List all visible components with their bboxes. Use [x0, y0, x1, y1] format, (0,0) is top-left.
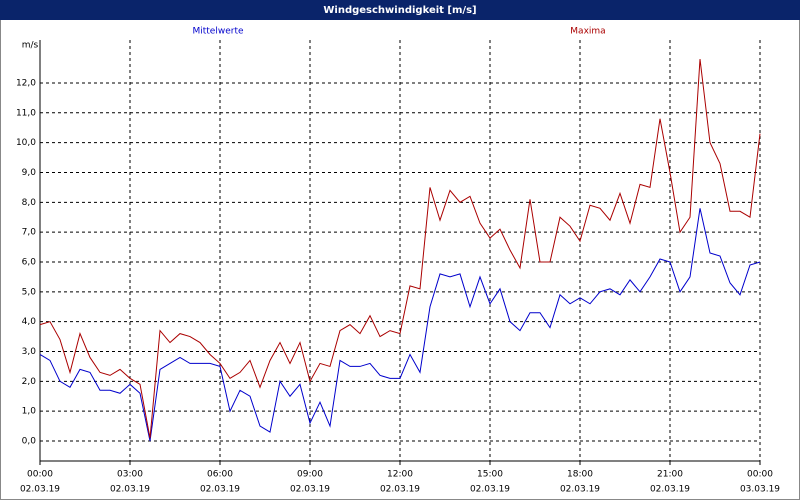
x-tick-date: 03.03.19 [740, 485, 780, 495]
x-tick-date: 02.03.19 [380, 485, 420, 495]
y-tick-label: 7,0 [22, 228, 37, 238]
y-tick-label: 0,0 [22, 437, 37, 447]
y-unit: m/s [22, 41, 39, 51]
y-tick-label: 2,0 [22, 377, 37, 387]
y-tick-label: 9,0 [22, 168, 37, 178]
chart-title: Windgeschwindigkeit [m/s] [323, 5, 476, 16]
y-tick-label: 8,0 [22, 198, 37, 208]
y-tick-label: 12,0 [16, 78, 36, 88]
y-tick-label: 4,0 [22, 317, 37, 327]
x-tick-date: 02.03.19 [560, 485, 600, 495]
x-tick-date: 02.03.19 [650, 485, 690, 495]
x-tick-label: 03:00 [117, 470, 143, 480]
title-bar [0, 0, 800, 20]
legend-entry: Maxima [570, 27, 605, 37]
x-tick-label: 18:00 [567, 470, 593, 480]
x-tick-label: 15:00 [477, 470, 503, 480]
y-tick-label: 10,0 [16, 138, 36, 148]
x-tick-label: 12:00 [387, 470, 413, 480]
x-tick-label: 00:00 [27, 470, 53, 480]
x-tick-label: 09:00 [297, 470, 323, 480]
y-tick-label: 3,0 [22, 347, 37, 357]
x-tick-label: 21:00 [657, 470, 683, 480]
x-tick-date: 02.03.19 [290, 485, 330, 495]
y-tick-label: 1,0 [22, 407, 37, 417]
x-tick-date: 02.03.19 [110, 485, 150, 495]
x-tick-date: 02.03.19 [20, 485, 60, 495]
y-tick-label: 6,0 [22, 257, 37, 267]
series-line [39, 59, 761, 439]
x-tick-date: 02.03.19 [200, 485, 240, 495]
y-tick-label: 11,0 [16, 108, 36, 118]
y-tick-label: 5,0 [22, 287, 37, 297]
x-tick-label: 06:00 [207, 470, 233, 480]
x-tick-date: 02.03.19 [470, 485, 510, 495]
x-tick-label: 00:00 [747, 470, 773, 480]
legend-entry: Mittelwerte [192, 27, 243, 37]
series-line [39, 208, 761, 442]
